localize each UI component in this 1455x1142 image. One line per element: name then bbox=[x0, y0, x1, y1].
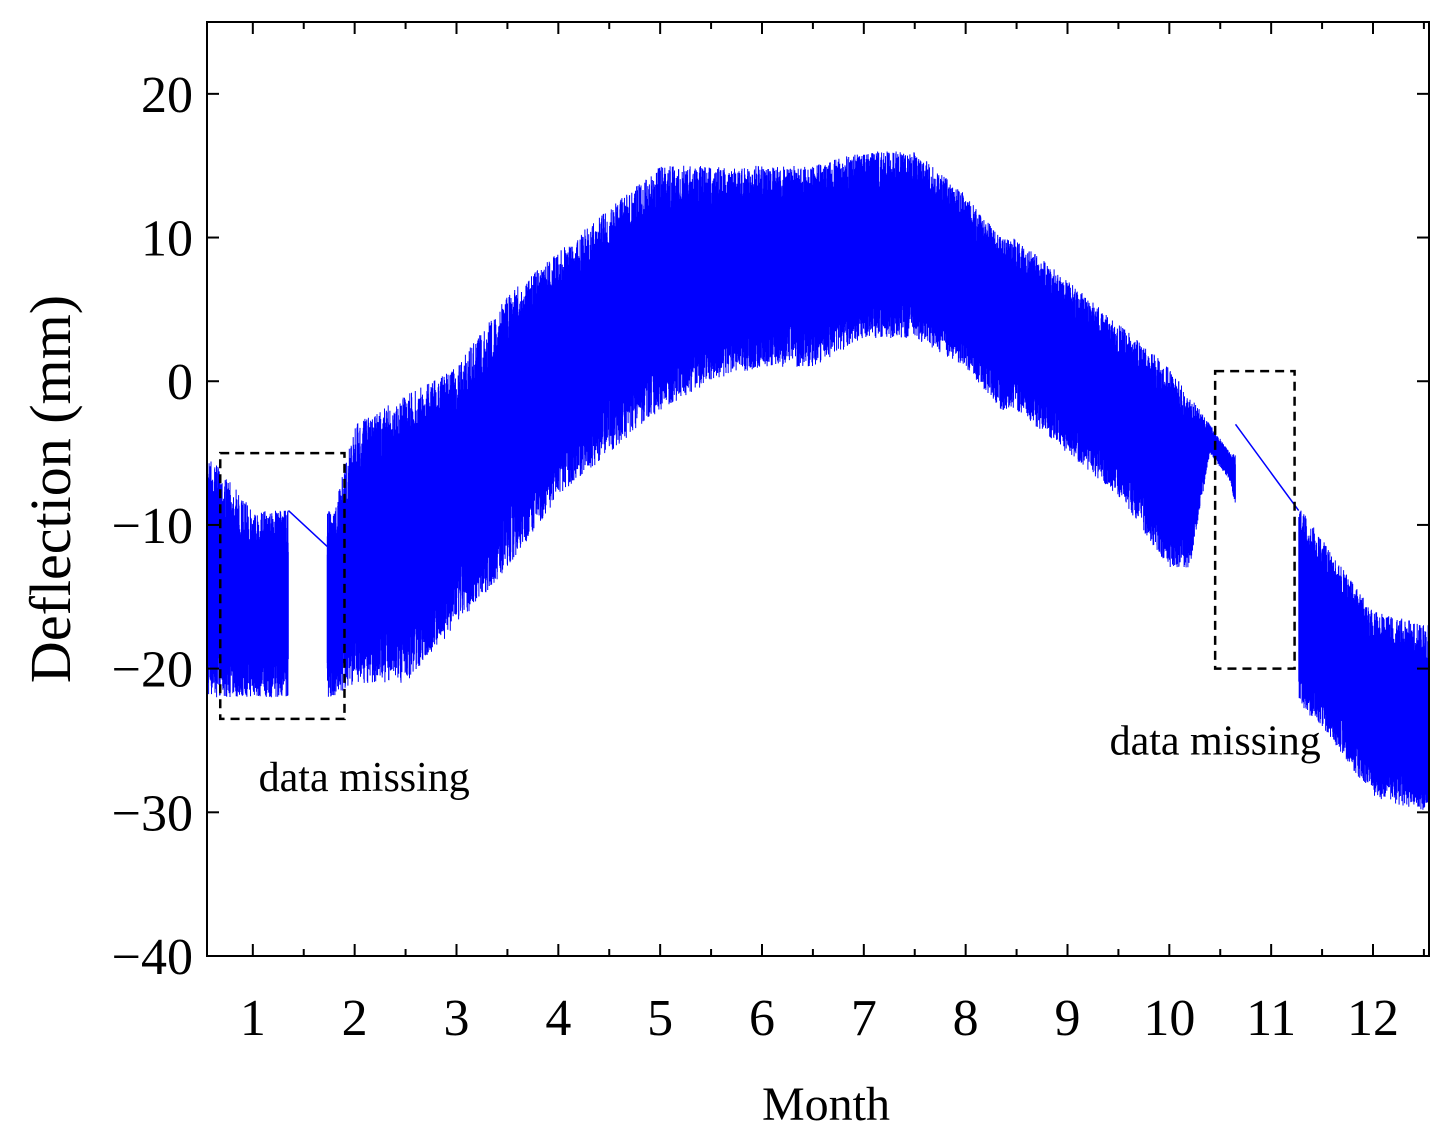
y-tick-label: 0 bbox=[167, 354, 193, 411]
y-tick-label: −30 bbox=[112, 785, 193, 842]
y-axis-title: Deflection (mm) bbox=[18, 295, 83, 683]
y-tick-labels: −40 −30 −20 −10 0 10 20 bbox=[112, 67, 193, 986]
axis-ticks bbox=[207, 22, 1429, 957]
x-tick-label: 11 bbox=[1246, 990, 1296, 1047]
x-tick-label: 9 bbox=[1054, 990, 1080, 1047]
x-tick-label: 7 bbox=[851, 990, 877, 1047]
x-tick-label: 8 bbox=[953, 990, 979, 1047]
x-axis-title: Month bbox=[762, 1078, 890, 1131]
gap-interpolation-line bbox=[287, 510, 328, 548]
missing-data-boxes bbox=[218, 369, 1296, 721]
gap-interpolation-line bbox=[1234, 423, 1300, 511]
deflection-series-line bbox=[206, 151, 1430, 812]
y-tick-label: −40 bbox=[112, 929, 193, 986]
missing-data-box bbox=[218, 451, 346, 721]
data-series-layer bbox=[206, 151, 1430, 812]
x-tick-label: 3 bbox=[443, 990, 469, 1047]
x-tick-label: 5 bbox=[647, 990, 673, 1047]
x-tick-label: 1 bbox=[240, 990, 266, 1047]
x-tick-label: 10 bbox=[1143, 990, 1195, 1047]
missing-data-box bbox=[1213, 369, 1296, 670]
data-missing-label: data missing bbox=[259, 755, 470, 801]
data-missing-label: data missing bbox=[1110, 719, 1321, 765]
plot-frame bbox=[206, 21, 1430, 957]
x-tick-label: 4 bbox=[545, 990, 571, 1047]
x-tick-labels: 1 2 3 4 5 6 7 8 9 10 11 12 bbox=[240, 990, 1399, 1047]
y-tick-label: −20 bbox=[112, 642, 193, 699]
annotation-labels: data missing data missing bbox=[259, 719, 1321, 801]
y-tick-label: 10 bbox=[141, 211, 193, 268]
x-tick-label: 2 bbox=[342, 990, 368, 1047]
y-tick-label: 20 bbox=[141, 67, 193, 124]
x-tick-label: 6 bbox=[749, 990, 775, 1047]
x-tick-label: 12 bbox=[1347, 990, 1399, 1047]
y-tick-label: −10 bbox=[112, 498, 193, 555]
